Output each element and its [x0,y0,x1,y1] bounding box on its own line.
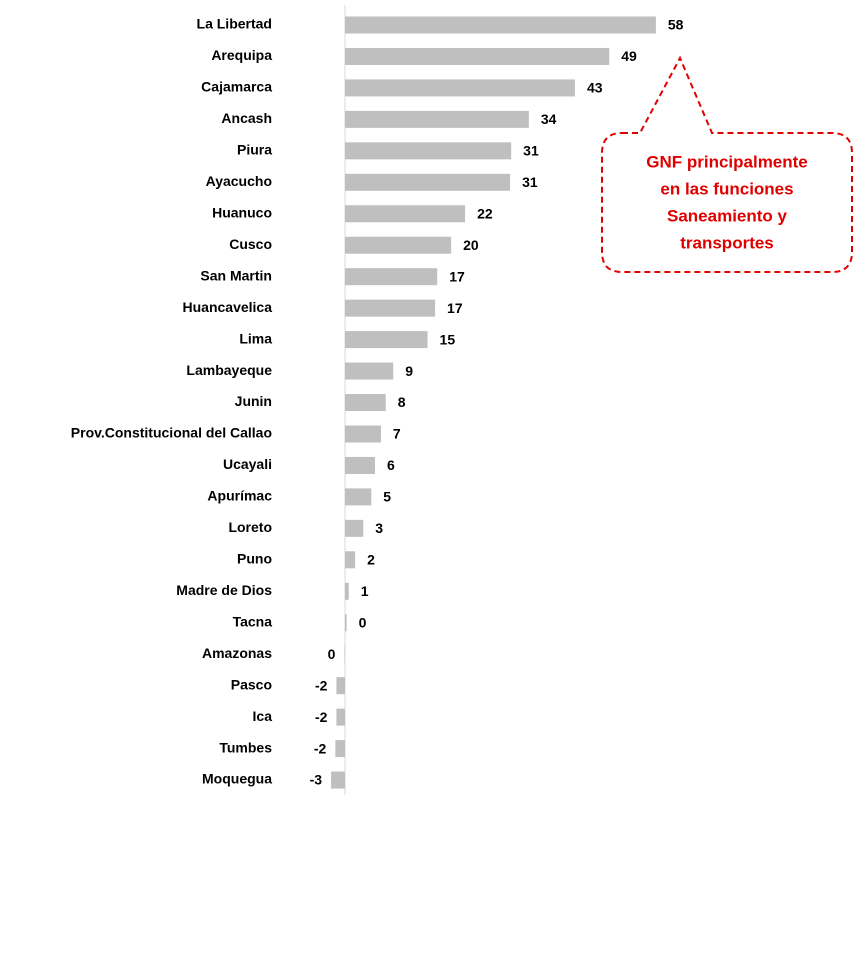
value-label: 43 [587,80,603,96]
bar [345,456,376,474]
value-label: 1 [361,583,369,599]
bar [345,299,436,317]
bar [345,47,610,65]
category-label: Madre de Dios [176,582,272,598]
value-label: -2 [315,677,328,693]
bar [345,488,372,506]
category-label: Puno [237,551,272,567]
category-label: Cajamarca [201,79,272,95]
value-label: 49 [621,48,637,64]
value-label: 7 [393,426,401,442]
bar [345,16,656,34]
value-label: 31 [523,143,539,159]
category-label: Huanuco [212,204,272,220]
value-label: 8 [398,394,406,410]
category-label: Ayacucho [206,173,272,189]
bar [345,519,364,537]
value-label: 17 [449,268,465,284]
bar [331,771,345,789]
category-label: Pasco [231,676,272,692]
bar [336,677,345,695]
category-label: Cusco [229,236,272,252]
annotation-text: GNF principalmente [646,152,808,171]
bar [345,425,381,443]
value-label: 3 [375,520,383,536]
annotation-text: transportes [680,233,774,252]
value-label: 58 [668,17,684,33]
category-label: Tumbes [219,739,272,755]
value-label: 2 [367,552,375,568]
category-label: Loreto [228,519,272,535]
value-label: 0 [328,646,336,662]
value-label: 20 [463,237,479,253]
category-label: Junin [235,393,272,409]
category-label: Apurímac [207,488,272,504]
category-label: Piura [237,142,272,158]
value-label: 31 [522,174,538,190]
category-label: Ucayali [223,456,272,472]
bar [345,268,438,286]
bar [345,394,386,412]
annotation-text: en las funciones [660,179,793,198]
value-label: 5 [383,489,391,505]
category-label: Lambayeque [186,362,272,378]
value-label: -3 [310,772,323,788]
category-label: Tacna [233,613,273,629]
bar [345,142,512,160]
category-label: Arequipa [211,47,272,63]
bar [345,551,356,569]
value-label: 15 [440,331,456,347]
annotation-callout [601,55,853,273]
category-label: Amazonas [202,645,272,661]
bar [344,645,345,663]
bar [345,362,394,380]
value-label: 0 [359,614,367,630]
value-label: 17 [447,300,463,316]
bar [345,331,428,349]
bar [345,205,466,223]
category-label: Ica [253,708,273,724]
category-label: Lima [239,330,272,346]
bar [345,79,575,97]
category-label: Huancavelica [183,299,273,315]
bar [345,582,349,600]
category-label: San Martin [200,267,272,283]
category-label: Prov.Constitucional del Callao [71,425,272,441]
value-label: -2 [315,709,328,725]
annotation-text: Saneamiento y [667,206,788,225]
value-label: 22 [477,205,493,221]
bar [345,110,529,128]
bar [336,708,345,726]
bar [345,614,347,632]
value-label: 6 [387,457,395,473]
category-label: La Libertad [197,16,272,32]
value-label: 9 [405,363,413,379]
value-label: -2 [314,740,327,756]
category-label: Ancash [221,110,272,126]
bar [345,173,511,191]
bar [335,740,345,758]
category-label: Moquegua [202,771,272,787]
bar [345,236,452,254]
value-label: 34 [541,111,557,127]
